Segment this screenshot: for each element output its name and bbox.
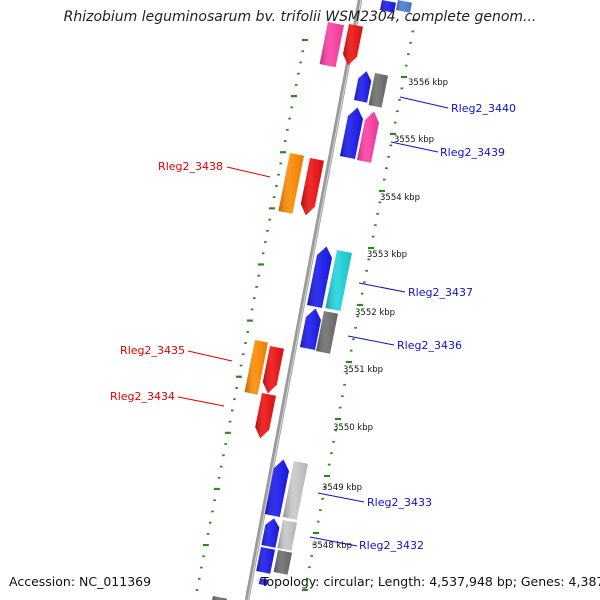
gene-block-shading xyxy=(255,393,276,439)
gene-label-rleg2-3434[interactable]: Rleg2_3434 xyxy=(110,390,175,403)
gene-labels: Rleg2_3440 Rleg2_3439 Rleg2_3438 Rleg2_3… xyxy=(110,102,516,552)
gene-label-rleg2-3438[interactable]: Rleg2_3438 xyxy=(158,160,223,173)
gene-label-rleg2-3439[interactable]: Rleg2_3439 xyxy=(440,146,505,159)
kbp-tick-label: 3552 kbp xyxy=(355,308,395,318)
kbp-tick-label: 3549 kbp xyxy=(322,483,362,493)
gene-label-rleg2-3436[interactable]: Rleg2_3436 xyxy=(397,339,462,352)
gene-block-shading xyxy=(343,24,363,66)
callout-line-rleg2-3439 xyxy=(390,141,439,153)
callout-line-rleg2-3440 xyxy=(399,96,449,109)
kbp-tick-label: 3548 kbp xyxy=(312,541,352,551)
gene-block-shading xyxy=(244,340,268,395)
gene-block-shading xyxy=(277,520,297,551)
gene-label-rleg2-3437[interactable]: Rleg2_3437 xyxy=(408,286,473,299)
kbp-tick-label: 3551 kbp xyxy=(343,365,383,375)
gene-label-rleg2-3440[interactable]: Rleg2_3440 xyxy=(451,102,516,115)
gene-block-shading xyxy=(273,550,292,575)
callout-line-rleg2-3433 xyxy=(317,492,365,503)
gene-block-shading xyxy=(316,311,338,354)
label-callouts xyxy=(177,96,449,547)
backbone xyxy=(244,0,363,600)
gene-block-shading xyxy=(262,346,284,394)
gene-block-shading xyxy=(261,518,280,548)
gene-block-shading xyxy=(380,0,396,13)
gene-block-shading xyxy=(357,111,379,163)
tick-layer xyxy=(195,18,418,592)
gene-block-shading xyxy=(300,308,321,350)
topology-text: Topology: circular; Length: 4,537,948 bp… xyxy=(261,574,600,589)
gene-block-shading xyxy=(340,107,363,159)
gene-block-shading xyxy=(264,459,289,517)
kbp-tick-label: 3556 kbp xyxy=(408,78,448,88)
gene-block-shading xyxy=(307,246,332,308)
backbone-highlight xyxy=(247,0,362,600)
gene-label-rleg2-3432[interactable]: Rleg2_3432 xyxy=(359,539,424,552)
gene-block-shading xyxy=(258,578,268,586)
kbp-tick-label: 3555 kbp xyxy=(394,135,434,145)
gene-block-shading xyxy=(354,71,372,103)
gene-label-rleg2-3433[interactable]: Rleg2_3433 xyxy=(367,496,432,509)
map-title: Rhizobium leguminosarum bv. trifolii WSM… xyxy=(63,9,537,25)
gene-block-shading xyxy=(212,596,227,600)
gene-block-shading xyxy=(300,158,324,216)
kbp-tick-labels: 3556 kbp 3555 kbp 3554 kbp 3553 kbp 3552… xyxy=(312,78,448,551)
gene-block-shading xyxy=(396,0,412,13)
gene-block-shading xyxy=(319,22,344,68)
backbone-line xyxy=(244,0,363,600)
callout-line-rleg2-3432 xyxy=(309,536,358,547)
callout-line-rleg2-3438 xyxy=(226,166,271,178)
gene-block-shading xyxy=(282,461,308,520)
kbp-tick-label: 3554 kbp xyxy=(380,193,420,203)
gene-block-shading xyxy=(325,250,352,311)
callout-line-rleg2-3435 xyxy=(187,350,233,362)
callout-line-rleg2-3437 xyxy=(358,282,406,293)
feature-blocks xyxy=(212,0,412,600)
gene-block-shading xyxy=(278,153,304,214)
gene-block-shading xyxy=(256,547,275,574)
gene-block-shading xyxy=(368,73,388,108)
callout-line-rleg2-3434 xyxy=(177,396,225,407)
kbp-tick-label: 3553 kbp xyxy=(367,250,407,260)
callout-line-rleg2-3436 xyxy=(347,335,395,346)
kbp-tick-label: 3550 kbp xyxy=(333,423,373,433)
gene-label-rleg2-3435[interactable]: Rleg2_3435 xyxy=(120,344,185,357)
accession-text: Accession: NC_011369 xyxy=(9,574,152,589)
